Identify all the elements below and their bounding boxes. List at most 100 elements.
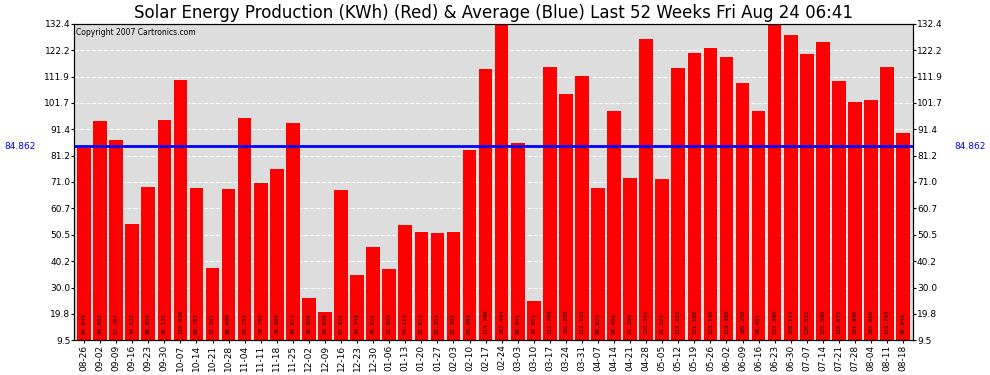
Text: 72.325: 72.325 [659, 313, 664, 334]
Bar [206, 268, 220, 365]
Text: 67.916: 67.916 [339, 313, 344, 334]
Text: 87.207: 87.207 [114, 313, 119, 334]
Text: 24.863: 24.863 [532, 313, 537, 334]
Text: 110.606: 110.606 [178, 309, 183, 334]
Text: 121.168: 121.168 [692, 309, 697, 334]
Text: 120.522: 120.522 [804, 309, 809, 334]
Text: 123.148: 123.148 [708, 309, 713, 334]
Bar [77, 148, 91, 365]
Bar [687, 53, 701, 365]
Bar [350, 275, 364, 365]
Bar [880, 67, 894, 365]
Bar [896, 133, 910, 365]
Text: 51.613: 51.613 [419, 313, 424, 334]
Text: 114.799: 114.799 [483, 309, 488, 334]
Text: 128.151: 128.151 [788, 309, 793, 334]
Text: 95.752: 95.752 [243, 313, 248, 334]
Bar [142, 188, 155, 365]
Text: 90.049: 90.049 [901, 313, 906, 334]
Text: 132.399: 132.399 [772, 309, 777, 334]
Title: Solar Energy Production (KWh) (Red) & Average (Blue) Last 52 Weeks Fri Aug 24 06: Solar Energy Production (KWh) (Red) & Av… [134, 4, 853, 22]
Text: 54.113: 54.113 [403, 313, 408, 334]
Bar [109, 140, 123, 365]
Text: 68.856: 68.856 [146, 313, 150, 334]
Bar [173, 80, 187, 365]
Text: 115.262: 115.262 [676, 309, 681, 334]
Text: 54.533: 54.533 [130, 313, 135, 334]
Text: 126.592: 126.592 [644, 309, 648, 334]
Bar [816, 42, 830, 365]
Bar [398, 225, 412, 365]
Text: 102.660: 102.660 [868, 309, 873, 334]
Bar [495, 0, 509, 365]
Bar [253, 183, 267, 365]
Text: 37.591: 37.591 [210, 313, 215, 334]
Text: 109.258: 109.258 [741, 309, 745, 334]
Bar [800, 54, 814, 365]
Bar [624, 178, 637, 365]
Bar [575, 76, 589, 365]
Text: 26.086: 26.086 [307, 313, 312, 334]
Bar [848, 102, 862, 365]
Text: 34.748: 34.748 [354, 313, 359, 334]
Bar [704, 48, 717, 365]
Text: 72.399: 72.399 [628, 313, 633, 334]
Bar [479, 69, 492, 365]
Bar [446, 232, 460, 365]
Bar [126, 224, 139, 365]
Bar [366, 247, 380, 365]
Text: 84.049: 84.049 [81, 313, 86, 334]
Bar [462, 150, 476, 365]
Bar [655, 178, 669, 365]
Bar [607, 111, 621, 365]
Text: 86.045: 86.045 [515, 313, 520, 334]
Text: 115.709: 115.709 [547, 309, 552, 334]
Bar [431, 233, 445, 365]
Text: 68.099: 68.099 [226, 313, 231, 334]
Text: 70.705: 70.705 [258, 313, 263, 334]
Text: 101.946: 101.946 [852, 309, 857, 334]
Bar [864, 100, 878, 365]
Bar [415, 232, 428, 365]
Text: 125.500: 125.500 [821, 309, 826, 334]
Bar [270, 169, 283, 365]
Bar [318, 312, 332, 365]
Text: 163.404: 163.404 [499, 309, 504, 334]
Bar [382, 269, 396, 365]
Bar [511, 143, 525, 365]
Bar [784, 34, 798, 365]
Text: 95.135: 95.135 [162, 313, 167, 334]
Bar [559, 94, 572, 365]
Text: 45.816: 45.816 [370, 313, 375, 334]
Text: 110.075: 110.075 [837, 309, 842, 334]
Bar [591, 188, 605, 365]
Text: 84.862: 84.862 [4, 142, 36, 151]
Text: 37.093: 37.093 [387, 313, 392, 334]
Bar [527, 301, 541, 365]
Text: 94.013: 94.013 [290, 313, 295, 334]
Text: 68.825: 68.825 [596, 313, 601, 334]
Text: 51.392: 51.392 [451, 313, 456, 334]
Bar [286, 123, 300, 365]
Text: 84.862: 84.862 [954, 142, 986, 151]
Text: 83.486: 83.486 [467, 313, 472, 334]
Text: 51.254: 51.254 [435, 313, 440, 334]
Text: 98.486: 98.486 [612, 313, 617, 334]
Text: 68.781: 68.781 [194, 313, 199, 334]
Bar [157, 120, 171, 365]
Bar [736, 83, 749, 365]
Bar [720, 57, 734, 365]
Bar [238, 118, 251, 365]
Bar [222, 189, 236, 365]
Text: 115.704: 115.704 [885, 309, 890, 334]
Text: 112.193: 112.193 [579, 309, 584, 334]
Bar [640, 39, 653, 365]
Text: 94.682: 94.682 [98, 313, 103, 334]
Bar [751, 111, 765, 365]
Bar [93, 121, 107, 365]
Bar [190, 188, 203, 365]
Text: 20.698: 20.698 [323, 313, 328, 334]
Bar [335, 190, 347, 365]
Text: 119.389: 119.389 [724, 309, 729, 334]
Bar [832, 81, 845, 365]
